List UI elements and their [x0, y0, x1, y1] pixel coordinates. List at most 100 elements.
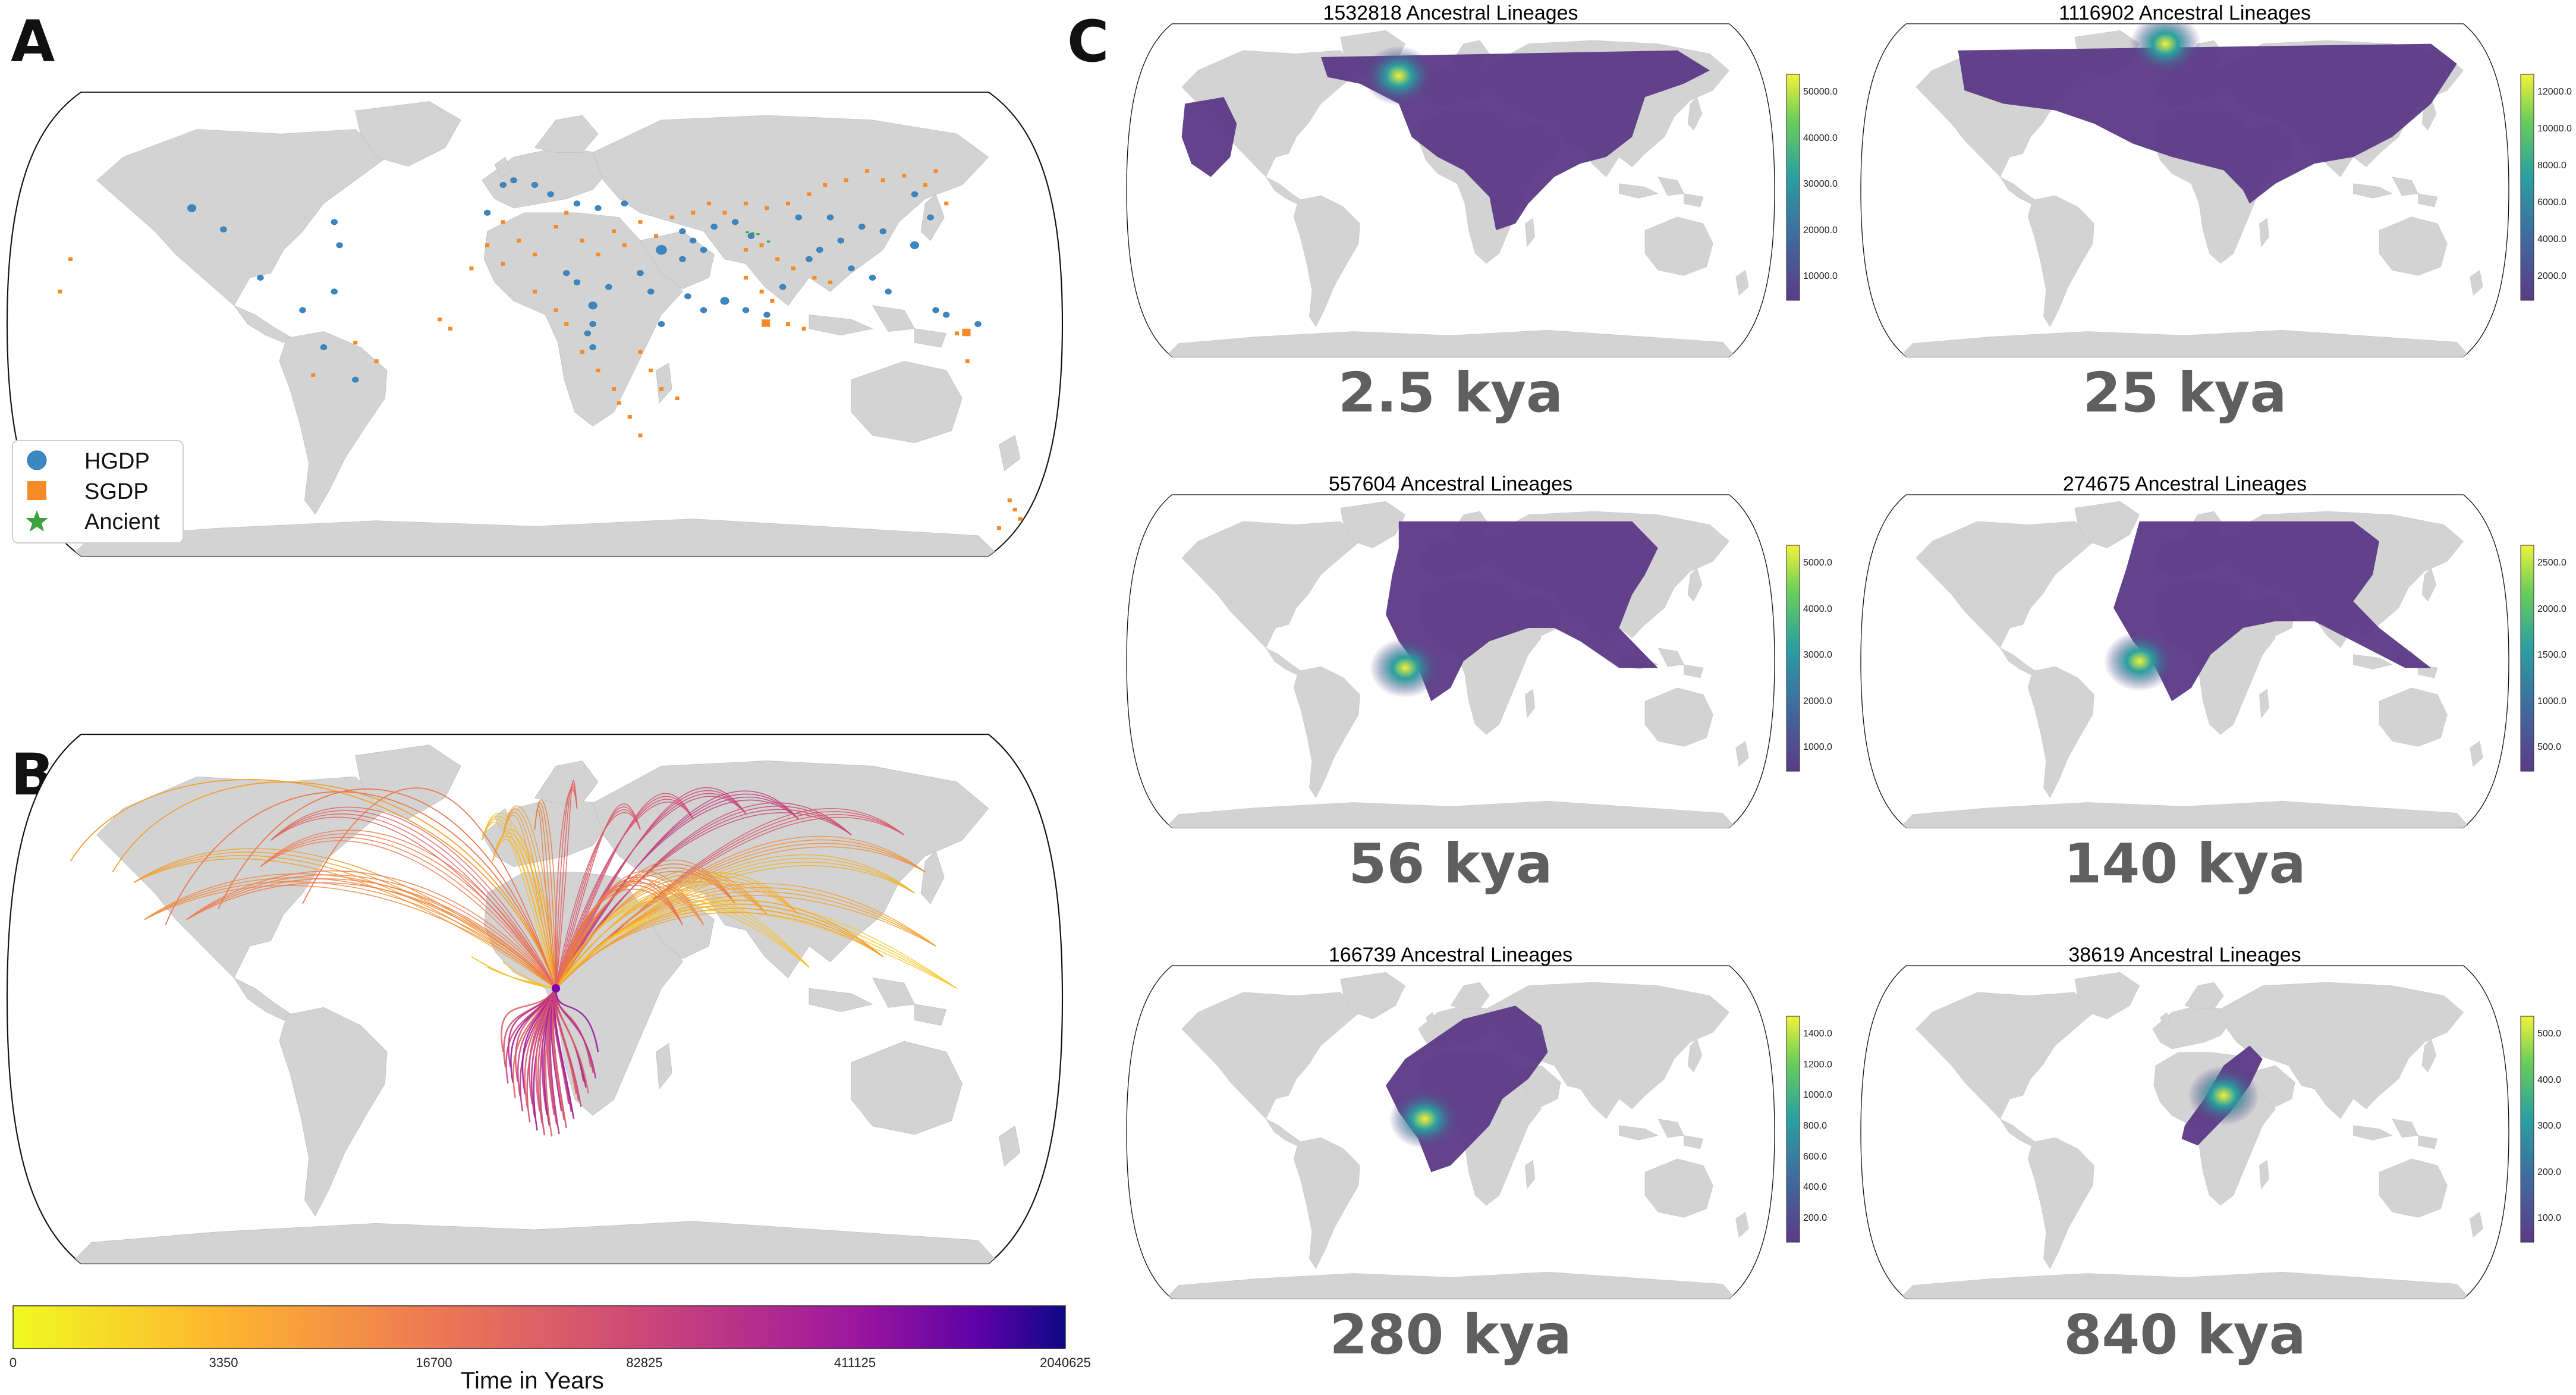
- colorbar-tick: 4000.0: [1803, 604, 1832, 614]
- density-hotspot: [1369, 637, 1441, 698]
- colorbar-tick: 1000.0: [2537, 696, 2566, 706]
- sgdp-marker: [812, 275, 817, 280]
- colorbar-tick: 30000.0: [1803, 179, 1838, 189]
- time-colorbar: [12, 1305, 1066, 1349]
- sgdp-marker: [762, 319, 770, 327]
- sgdp-marker: [1012, 507, 1017, 512]
- sgdp-marker: [965, 359, 970, 363]
- sgdp-marker: [553, 308, 558, 312]
- colorbar-tick: 12000.0: [2537, 87, 2572, 97]
- sgdp-marker: [785, 322, 791, 326]
- colorbar-tick: 2000.0: [1803, 696, 1832, 706]
- panel-letter-a: A: [11, 8, 55, 75]
- colorbar-tick: 4000.0: [2537, 234, 2566, 244]
- colorbar-tick: 400.0: [1803, 1182, 1828, 1193]
- sgdp-marker: [448, 326, 453, 331]
- colorbar-tick: 20000.0: [1803, 225, 1838, 235]
- density-hotspot: [1389, 1089, 1461, 1149]
- time-tick-4: 411125: [833, 1355, 876, 1370]
- hgdp-marker: [352, 376, 359, 383]
- hgdp-marker: [573, 200, 581, 207]
- sgdp-marker: [923, 183, 927, 187]
- hgdp-marker: [795, 214, 802, 221]
- hgdp-marker: [700, 307, 707, 313]
- density-colorbar-3: [1786, 545, 1800, 772]
- sgdp-marker: [622, 243, 627, 247]
- sgdp-marker: [353, 341, 358, 345]
- hgdp-marker: [331, 219, 338, 225]
- sgdp-marker: [501, 220, 505, 224]
- sgdp-marker: [564, 322, 569, 326]
- hgdp-marker: [187, 204, 197, 212]
- hgdp-marker: [299, 307, 306, 313]
- sgdp-marker: [638, 350, 643, 354]
- sgdp-marker: [649, 368, 653, 373]
- hgdp-marker: [589, 344, 596, 350]
- sgdp-marker: [807, 192, 812, 196]
- colorbar-tick: 100.0: [2537, 1213, 2562, 1223]
- sgdp-marker: [954, 331, 960, 335]
- hgdp-marker: [885, 288, 892, 295]
- kya-label-1: 2.5 kya: [1338, 361, 1564, 425]
- sgdp-marker: [743, 202, 748, 206]
- sgdp-marker: [865, 169, 870, 173]
- hgdp-marker: [637, 270, 644, 277]
- hgdp-marker: [220, 226, 227, 232]
- sgdp-marker: [580, 238, 584, 243]
- hgdp-marker: [510, 177, 517, 184]
- sgdp-marker: [770, 299, 775, 303]
- sgdp-marker: [902, 174, 907, 178]
- hgdp-marker: [690, 237, 697, 244]
- sgdp-marker: [596, 368, 600, 373]
- colorbar-tick: 1400.0: [1803, 1029, 1832, 1039]
- legend-label-hgdp: HGDP: [84, 449, 150, 474]
- hgdp-marker: [336, 242, 343, 249]
- colorbar-tick: 1000.0: [1803, 742, 1832, 752]
- hgdp-marker-icon: [27, 450, 47, 470]
- hgdp-marker: [826, 214, 834, 221]
- hgdp-marker: [869, 275, 876, 281]
- hgdp-marker: [816, 247, 823, 253]
- density-region: [2113, 521, 2432, 702]
- density-map-5: [1126, 965, 1775, 1299]
- kya-label-6: 840 kya: [2064, 1303, 2306, 1366]
- colorbar-tick: 200.0: [2537, 1167, 2562, 1177]
- kya-label-3: 56 kya: [1348, 832, 1553, 896]
- map-title-1: 1532818 Ancestral Lineages: [1323, 2, 1578, 24]
- hgdp-marker: [257, 275, 264, 281]
- density-colorbar-6: [2520, 1016, 2534, 1243]
- hgdp-marker: [879, 228, 886, 234]
- hgdp-marker: [679, 228, 686, 234]
- hgdp-marker: [720, 297, 729, 305]
- density-hotspot: [2130, 24, 2201, 74]
- hgdp-marker: [589, 321, 596, 327]
- sgdp-marker: [944, 202, 949, 206]
- ancient-marker: [756, 233, 760, 235]
- density-hotspot: [1363, 45, 1435, 106]
- hgdp-marker: [547, 191, 554, 197]
- panel-b-map: [6, 733, 1064, 1265]
- ancient-marker-icon: [26, 510, 48, 532]
- hgdp-marker: [710, 224, 718, 230]
- sgdp-marker: [743, 248, 748, 252]
- panel-a-map: [6, 92, 1064, 557]
- hgdp-marker: [910, 241, 919, 249]
- sgdp-marker: [68, 257, 73, 261]
- hgdp-marker: [320, 344, 328, 350]
- sgdp-marker: [765, 206, 769, 210]
- sgdp-marker: [722, 210, 727, 215]
- sgdp-marker: [880, 178, 885, 183]
- sgdp-marker: [791, 266, 795, 271]
- sgdp-marker: [669, 215, 674, 219]
- density-map-4: [1860, 494, 2509, 828]
- sgdp-marker: [1007, 498, 1012, 502]
- hgdp-marker: [483, 209, 491, 216]
- colorbar-tick: 3000.0: [1803, 650, 1832, 660]
- density-hotspot: [2103, 631, 2175, 692]
- colorbar-tick: 2500.0: [2537, 558, 2566, 568]
- kya-label-4: 140 kya: [2064, 832, 2306, 896]
- sgdp-marker: [627, 414, 632, 419]
- map-title-4: 274675 Ancestral Lineages: [2062, 473, 2307, 495]
- sgdp-marker: [517, 238, 521, 243]
- sgdp-marker: [638, 220, 643, 224]
